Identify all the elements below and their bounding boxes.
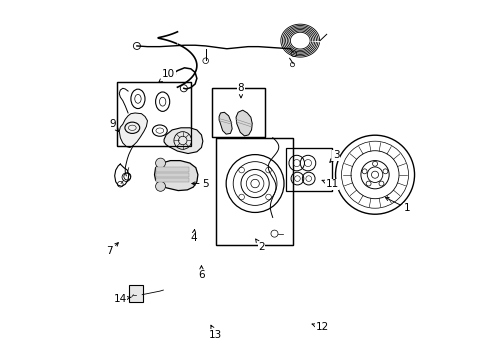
Text: 7: 7	[106, 243, 118, 256]
Text: 12: 12	[311, 323, 328, 333]
Bar	[212, 87, 264, 137]
Text: 8: 8	[237, 83, 244, 98]
Polygon shape	[154, 161, 198, 190]
Polygon shape	[164, 128, 203, 154]
Bar	[155, 178, 189, 182]
Circle shape	[155, 158, 165, 168]
Bar	[215, 138, 293, 245]
Text: 5: 5	[191, 179, 208, 189]
Text: 6: 6	[198, 266, 204, 280]
Bar	[285, 148, 331, 191]
Text: 2: 2	[255, 239, 264, 252]
Bar	[212, 87, 264, 137]
Bar	[285, 148, 331, 191]
Text: 4: 4	[190, 230, 196, 243]
Text: 1: 1	[385, 198, 409, 213]
Circle shape	[155, 181, 165, 191]
Polygon shape	[219, 112, 232, 134]
Bar	[155, 172, 189, 177]
Bar	[129, 285, 142, 302]
Text: 11: 11	[322, 179, 338, 189]
Bar	[215, 138, 293, 245]
Text: 14: 14	[113, 294, 130, 304]
Text: 10: 10	[159, 69, 175, 82]
Bar	[117, 82, 190, 147]
Text: 3: 3	[329, 150, 339, 162]
Text: 9: 9	[109, 118, 119, 132]
Text: 13: 13	[208, 325, 222, 339]
Bar	[155, 167, 189, 171]
Polygon shape	[119, 113, 147, 148]
Bar	[117, 82, 190, 147]
Polygon shape	[236, 110, 252, 136]
